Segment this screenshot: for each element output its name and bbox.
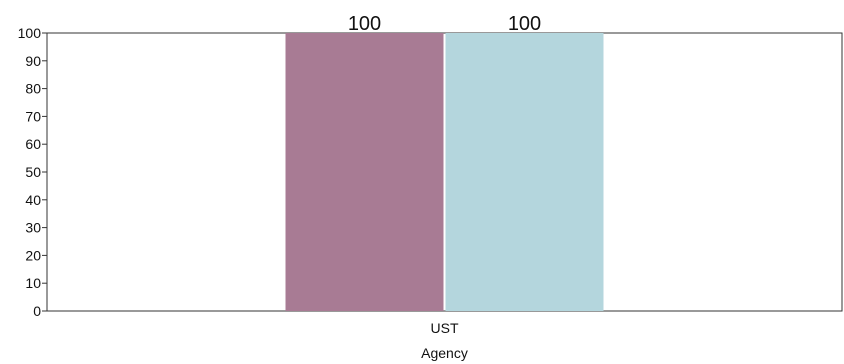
bar-data-label: 100 bbox=[348, 13, 381, 35]
data-labels-group: 100 100 bbox=[348, 13, 541, 35]
plot-area-frame bbox=[46, 32, 843, 312]
y-tick-label: 80 bbox=[25, 81, 41, 97]
bar-series-2 bbox=[445, 33, 604, 311]
y-tick-label: 10 bbox=[25, 275, 41, 291]
x-axis-title: Agency bbox=[421, 345, 468, 361]
y-tick-label: 30 bbox=[25, 220, 41, 236]
y-axis: 0 10 20 30 40 50 60 70 80 90 100 bbox=[18, 25, 47, 319]
y-tick-label: 50 bbox=[25, 164, 41, 180]
bar-data-label: 100 bbox=[508, 13, 541, 35]
bar-series-1 bbox=[285, 33, 444, 311]
y-tick-label: 20 bbox=[25, 247, 41, 263]
y-tick-label: 0 bbox=[33, 303, 41, 319]
x-axis: UST Agency bbox=[421, 320, 468, 361]
bars-group bbox=[285, 33, 604, 311]
y-tick-label: 70 bbox=[25, 108, 41, 124]
y-tick-label: 60 bbox=[25, 136, 41, 152]
y-tick-label: 40 bbox=[25, 192, 41, 208]
x-tick-label: UST bbox=[431, 320, 459, 336]
y-tick-label: 90 bbox=[25, 53, 41, 69]
y-tick-label: 100 bbox=[18, 25, 42, 41]
